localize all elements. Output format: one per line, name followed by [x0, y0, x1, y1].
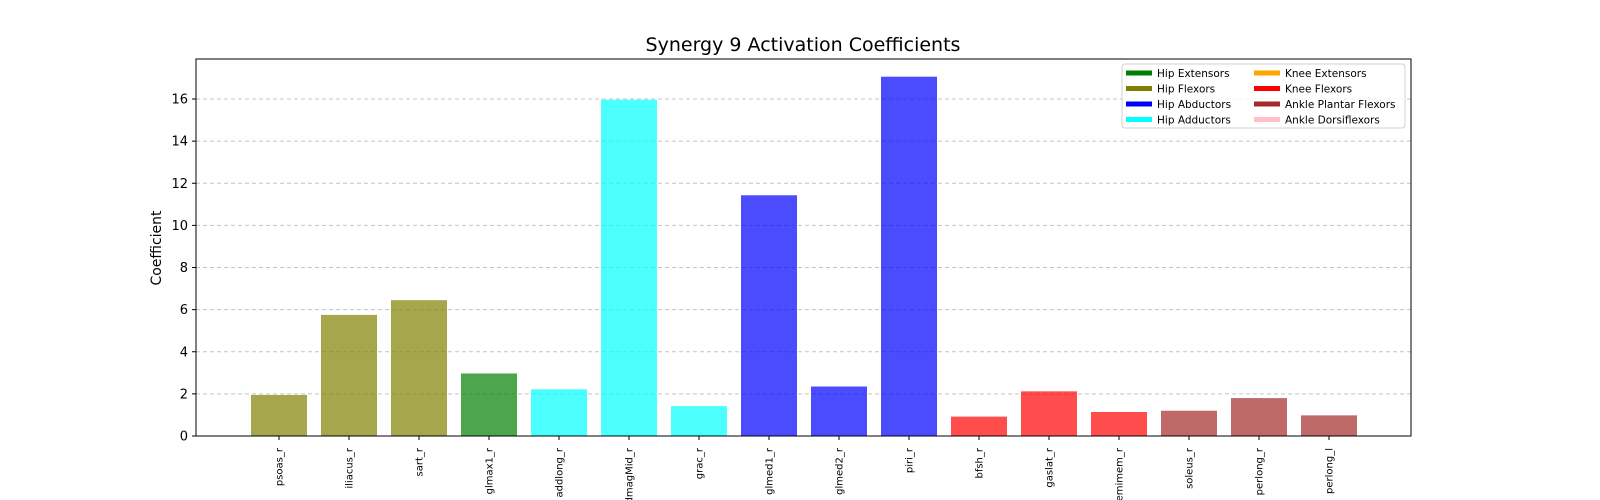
gridlines	[196, 98, 1411, 395]
x-tick-label: gaslat_r	[1045, 447, 1056, 488]
bar-grac_r	[671, 406, 727, 436]
y-tick-label: 8	[180, 261, 188, 276]
bar-bfsh_r	[951, 416, 1007, 436]
y-tick-label: 2	[180, 387, 188, 402]
legend-label: Knee Extensors	[1285, 68, 1367, 80]
bar-glmax1_r	[461, 373, 517, 436]
bar-soleus_r	[1161, 410, 1217, 436]
y-tick-label: 6	[180, 303, 188, 318]
bar-glmed2_r	[811, 386, 867, 436]
x-tick-label: bfsh_r	[975, 447, 986, 478]
x-tick-label: sart_r	[415, 447, 426, 476]
x-tick-label: psoas_r	[275, 447, 286, 486]
legend-label: Ankle Dorsiflexors	[1285, 115, 1380, 127]
legend-label: Hip Flexors	[1157, 84, 1215, 96]
legend-label: Hip Abductors	[1157, 99, 1231, 111]
legend-label: Knee Flexors	[1285, 84, 1352, 96]
legend-label: Hip Adductors	[1157, 115, 1231, 127]
y-tick-label: 14	[171, 135, 188, 150]
bar-addmagMid_r	[601, 99, 657, 436]
x-axis: psoas_r iliacus_r sart_r glmax1_r addlong_r a…	[275, 436, 1336, 500]
y-tick-label: 4	[180, 345, 188, 360]
x-tick-label: glmed1_r	[765, 447, 776, 495]
y-tick-label: 10	[171, 219, 188, 234]
y-axis: 0 2 4 6 8 10 12 14 16	[171, 93, 196, 445]
legend-label: Ankle Plantar Flexors	[1285, 99, 1396, 111]
bar-psoas_r	[251, 394, 307, 436]
y-tick-label: 12	[171, 177, 188, 192]
bar-sart_r	[391, 300, 447, 436]
x-tick-label: glmax1_r	[485, 447, 496, 494]
bar-semimem_r	[1091, 411, 1147, 436]
bar-gaslat_r	[1021, 391, 1077, 436]
x-tick-label: perlong_l	[1325, 448, 1336, 494]
bar-glmed1_r	[741, 195, 797, 436]
legend-box	[1121, 63, 1406, 129]
x-tick-label: grac_r	[695, 447, 706, 479]
y-tick-label: 16	[171, 93, 188, 108]
legend-label: Hip Extensors	[1157, 68, 1230, 80]
bar-perlong_r	[1231, 398, 1287, 436]
x-tick-label: addmagMid_r	[625, 447, 636, 500]
bar-piri_r	[881, 76, 937, 436]
chart-title: Synergy 9 Activation Coefficients	[646, 34, 961, 56]
x-tick-label: addlong_r	[555, 447, 566, 497]
x-tick-label: semimem_r	[1115, 447, 1126, 500]
x-tick-label: perlong_r	[1255, 447, 1266, 495]
x-tick-label: piri_r	[905, 447, 916, 473]
x-tick-label: glmed2_r	[835, 447, 846, 495]
bars	[251, 76, 1357, 436]
x-tick-label: iliacus_r	[345, 447, 356, 489]
x-tick-label: soleus_r	[1185, 447, 1196, 489]
legend: Hip Extensors Hip Flexors Hip Abductors Hip…	[1121, 63, 1406, 129]
y-axis-label: Coefficient	[149, 210, 165, 286]
bar-iliacus_r	[321, 314, 377, 436]
y-tick-label: 0	[180, 430, 188, 445]
bar-addlong_r	[531, 389, 587, 436]
bar-perlong_l	[1301, 415, 1357, 436]
plot-frame	[195, 58, 1412, 437]
